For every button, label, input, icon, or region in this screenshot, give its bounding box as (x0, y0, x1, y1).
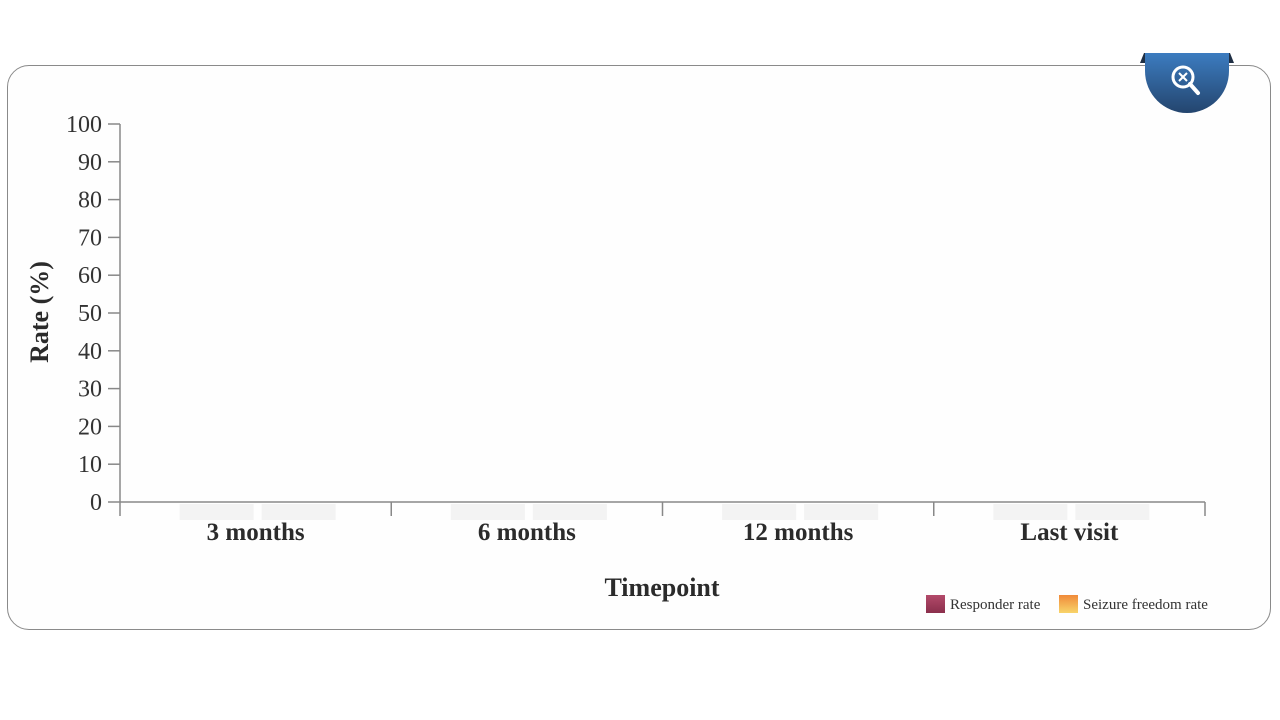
y-tick-label: 30 (78, 377, 102, 403)
y-tick-label: 100 (66, 112, 102, 138)
y-tick-label: 80 (78, 188, 102, 214)
bar-shadow (1075, 504, 1149, 520)
x-tick-label: 3 months (207, 519, 305, 546)
y-tick-label: 10 (78, 452, 102, 478)
x-tick-label: Last visit (1020, 519, 1119, 546)
legend[interactable]: Responder rate Seizure freedom rate (926, 595, 1208, 613)
legend-swatch (1059, 595, 1078, 613)
bar-shadow (262, 504, 336, 520)
zoom-reset-button[interactable] (1140, 53, 1234, 113)
y-tick-label: 70 (78, 225, 102, 251)
x-tick-label: 12 months (743, 519, 854, 546)
y-tick-label: 50 (78, 301, 102, 327)
y-tick-label: 60 (78, 263, 102, 289)
y-tick-label: 90 (78, 150, 102, 176)
y-tick-label: 0 (90, 490, 102, 516)
bar-shadow (533, 504, 607, 520)
y-axis: 0 10 20 30 40 50 60 70 80 90 100 (66, 112, 120, 516)
legend-label: Seizure freedom rate (1083, 597, 1208, 613)
y-tick-label: 40 (78, 339, 102, 365)
bar-shadow (451, 504, 525, 520)
bar-shadow (180, 504, 254, 520)
y-tick-label: 20 (78, 414, 102, 440)
y-axis-title: Rate (%) (25, 261, 54, 363)
bars (180, 504, 1150, 520)
bar-shadow (993, 504, 1067, 520)
bar-shadow (804, 504, 878, 520)
legend-label: Responder rate (950, 597, 1041, 613)
x-tick-label: 6 months (478, 519, 576, 546)
x-axis-title: Timepoint (604, 573, 719, 602)
zoom-tab-shape-icon (1145, 53, 1229, 113)
bar-shadow (722, 504, 796, 520)
legend-swatch (926, 595, 945, 613)
